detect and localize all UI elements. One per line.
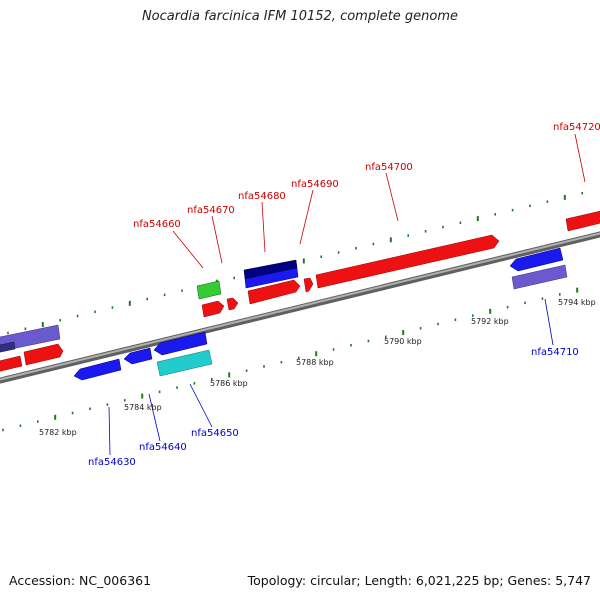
label-leaders [108,133,586,456]
gene-arrow[interactable] [315,234,500,289]
gene-box[interactable] [156,349,213,377]
scale-label: 5794 kbp [558,298,596,307]
scale-label: 5788 kbp [296,358,334,367]
gene-label[interactable]: nfa54680 [238,191,286,202]
scale-label: 5782 kbp [39,428,77,437]
gene-arrow[interactable] [201,300,225,318]
gene-box[interactable] [244,267,299,289]
gene-arrow[interactable] [123,347,153,365]
gene-box[interactable] [0,324,61,352]
gene-arrow[interactable] [226,297,239,311]
scale-label: 5786 kbp [210,379,248,388]
gene-label[interactable]: nfa54640 [139,442,187,453]
gene-label[interactable]: nfa54670 [187,205,235,216]
gene-arrow[interactable] [73,358,122,381]
genome-backbone [0,231,600,384]
gene-arrow[interactable] [509,247,564,272]
gene-label[interactable]: nfa54700 [365,162,413,173]
gene-arrow[interactable] [23,343,64,366]
genome-summary-text: Topology: circular; Length: 6,021,225 bp… [247,573,591,588]
gene-arrow[interactable] [0,355,23,372]
gene-label[interactable]: nfa54650 [191,428,239,439]
gene-label[interactable]: nfa54630 [88,457,136,468]
scale-label: 5790 kbp [384,337,422,346]
gene-label[interactable]: nfa54720 [553,122,600,133]
gene-track [0,210,600,381]
gene-label[interactable]: nfa54710 [531,347,579,358]
gene-label[interactable]: nfa54690 [291,179,339,190]
accession-text: Accession: NC_006361 [9,573,152,588]
scale-label: 5784 kbp [124,403,162,412]
lower-tick-row [2,287,579,432]
gene-box[interactable] [511,264,568,290]
gene-arrow[interactable] [247,279,301,305]
gene-arrow[interactable] [153,331,208,356]
gene-box[interactable] [196,280,222,300]
gene-arrow[interactable] [303,277,314,293]
gene-label[interactable]: nfa54660 [133,219,181,230]
gene-arrow[interactable] [565,210,600,232]
map-title: Nocardia farcinica IFM 10152, complete g… [141,9,459,24]
scale-label: 5792 kbp [471,317,509,326]
gene-box[interactable] [0,341,16,353]
